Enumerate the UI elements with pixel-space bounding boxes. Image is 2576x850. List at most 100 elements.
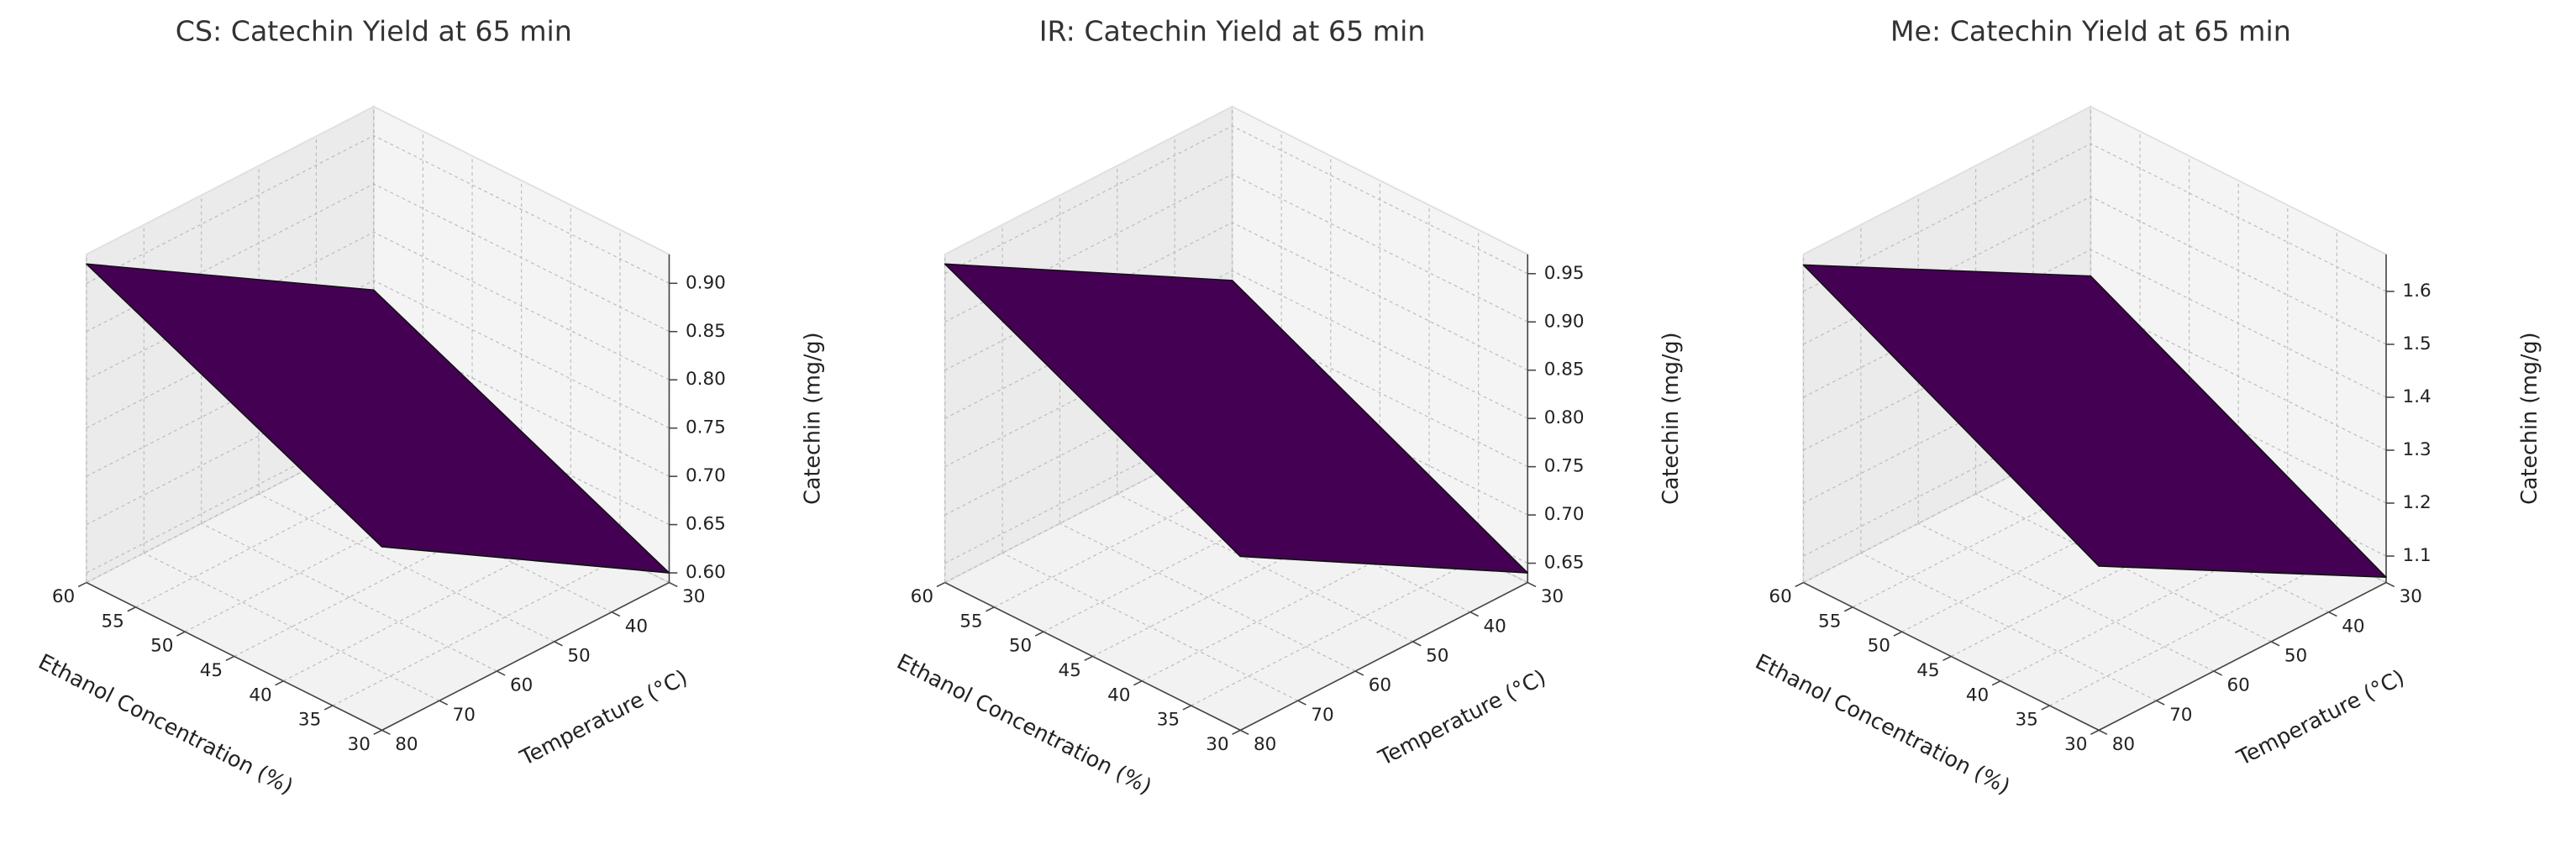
grid-line: [1059, 522, 1356, 672]
tick-mark: [225, 655, 235, 662]
tick-mark: [2270, 641, 2280, 647]
x-tick-label: 50: [1009, 636, 1032, 657]
y-tick-label: 70: [1311, 705, 1333, 726]
x-tick-label: 40: [249, 685, 271, 706]
y-tick-label: 50: [2284, 645, 2307, 666]
x-tick-label: 35: [1157, 710, 1180, 731]
axis-line: [1239, 581, 1528, 732]
axis-line: [1803, 581, 2100, 732]
grid-line: [1232, 318, 1528, 468]
x-axis-label: Ethanol Concentration (%): [34, 648, 297, 799]
tick-mark: [323, 705, 334, 711]
grid-line: [135, 459, 423, 608]
grid-line: [283, 533, 571, 682]
tick-mark: [275, 680, 284, 686]
x-tick-label: 30: [2064, 734, 2087, 755]
z-tick-label: 1.6: [2403, 281, 2431, 302]
z-tick-label: 0.70: [1544, 504, 1585, 525]
grid-line: [258, 493, 555, 643]
grid-line: [2090, 302, 2387, 451]
tick-mark: [127, 606, 136, 612]
z-tick-label: 0.85: [1544, 359, 1585, 380]
grid-line: [234, 508, 522, 657]
x-tick-label: 30: [348, 734, 371, 755]
grid-line: [944, 434, 1233, 584]
grid-line: [2000, 533, 2289, 682]
tick-mark: [1893, 631, 1903, 637]
tick-mark: [936, 581, 946, 588]
tick-mark: [1469, 611, 1479, 617]
tick-mark: [439, 700, 449, 706]
grid-line: [1803, 354, 2091, 504]
tick-mark: [373, 729, 382, 735]
grid-line: [1803, 407, 2091, 557]
tick-mark: [77, 581, 87, 588]
grid-line: [944, 270, 1233, 419]
grid-line: [2090, 249, 2387, 398]
grid-line: [1860, 552, 2157, 701]
tick-mark: [1297, 700, 1306, 706]
tick-mark: [554, 641, 563, 647]
grid-line: [944, 366, 1233, 516]
grid-line: [1232, 270, 1528, 419]
grid-line: [2090, 143, 2387, 292]
grid-line: [1852, 459, 2141, 608]
grid-line: [86, 434, 375, 584]
chart-title: IR: Catechin Yield at 65 min: [1039, 15, 1426, 48]
y-tick-label: 40: [1483, 616, 1506, 637]
grid-line: [373, 183, 670, 333]
tick-mark: [496, 670, 506, 676]
tick-mark: [669, 581, 678, 588]
axis-line: [86, 581, 382, 732]
axis-line: [2098, 581, 2387, 732]
grid-line: [1001, 552, 1298, 701]
tick-mark: [176, 631, 186, 637]
axis-line: [381, 581, 670, 732]
x-tick-label: 60: [1769, 586, 1791, 607]
grid-line: [1141, 533, 1430, 682]
grid-line: [1232, 173, 1528, 323]
grid-line: [1191, 557, 1479, 706]
tick-mark: [986, 606, 995, 612]
grid-line: [86, 328, 375, 477]
grid-line: [1117, 493, 1413, 643]
x-tick-label: 45: [200, 660, 223, 681]
y-tick-label: 40: [2342, 616, 2364, 637]
tick-mark: [1527, 581, 1537, 588]
z-tick-label: 1.4: [2403, 386, 2431, 407]
tick-mark: [2385, 581, 2395, 588]
grid-line: [944, 415, 1233, 564]
grid-line: [994, 459, 1282, 608]
x-tick-label: 35: [2015, 710, 2037, 731]
y-tick-label: 50: [567, 645, 590, 666]
z-axis-label: Catechin (mg/g): [2516, 333, 2542, 505]
tick-mark: [2090, 729, 2100, 735]
x-axis-label: Ethanol Concentration (%): [893, 648, 1156, 799]
grid-line: [1951, 508, 2239, 657]
tick-mark: [1943, 655, 1952, 662]
z-axis-label: Catechin (mg/g): [799, 333, 824, 505]
grid-line: [1803, 196, 2091, 345]
y-tick-label: 30: [682, 586, 705, 607]
surface: [944, 263, 1529, 574]
y-tick-label: 80: [395, 734, 418, 755]
x-tick-label: 40: [1966, 685, 1989, 706]
z-tick-label: 0.65: [686, 514, 726, 535]
x-tick-label: 55: [959, 611, 982, 632]
y-tick-label: 80: [2112, 734, 2135, 755]
y-tick-label: 30: [2400, 586, 2422, 607]
z-tick-label: 0.80: [1544, 407, 1585, 428]
tick-mark: [1354, 670, 1364, 676]
z-tick-label: 1.2: [2403, 492, 2431, 513]
z-tick-label: 0.70: [686, 465, 726, 486]
z-tick-label: 0.60: [686, 562, 726, 583]
grid-line: [2049, 557, 2337, 706]
z-tick-label: 0.85: [686, 321, 726, 342]
grid-line: [144, 552, 440, 701]
tick-mark: [1182, 705, 1192, 711]
tick-mark: [1232, 729, 1241, 735]
tick-mark: [1034, 631, 1044, 637]
grid-line: [2090, 196, 2387, 345]
chart-title: Me: Catechin Yield at 65 min: [1890, 15, 2291, 48]
